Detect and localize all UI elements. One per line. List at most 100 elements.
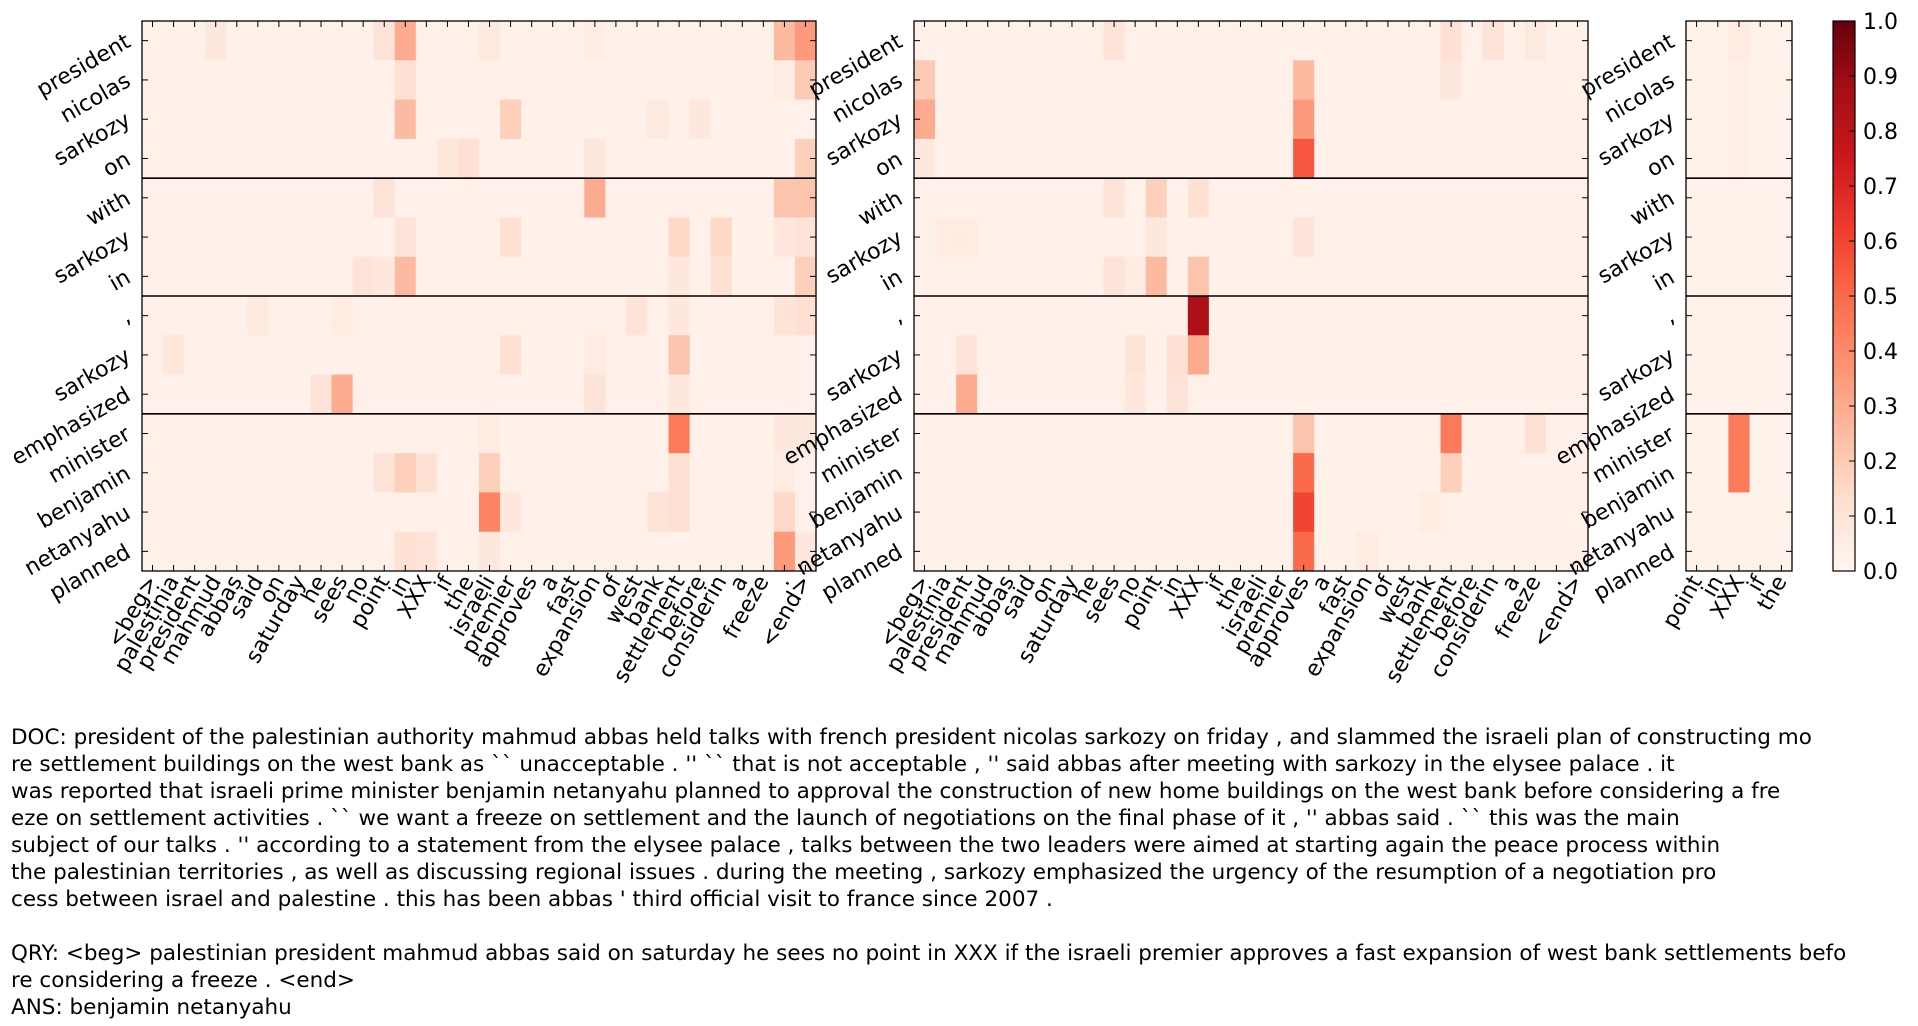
- heatmap-cell: [1187, 492, 1210, 533]
- heatmap-cell: [773, 99, 796, 140]
- heatmap-cell: [226, 492, 248, 533]
- heatmap-cell: [1482, 453, 1505, 493]
- heatmap-cell: [647, 296, 669, 336]
- heatmap-cell: [479, 138, 501, 179]
- heatmap-cell: [479, 413, 501, 454]
- heatmap-cell: [1356, 453, 1378, 493]
- heatmap-cell: [1545, 217, 1568, 258]
- heatmap-cell: [226, 531, 248, 572]
- heatmap-cell: [1728, 217, 1750, 258]
- heatmap-cell: [605, 138, 627, 179]
- heatmap-cell: [479, 178, 501, 218]
- heatmap-cell: [521, 531, 543, 572]
- heatmap-cell: [1482, 296, 1505, 336]
- heatmap-cell: [1019, 138, 1041, 179]
- heatmap-cell: [977, 99, 999, 140]
- heatmap-cell: [1124, 60, 1147, 100]
- heatmap-cell: [1419, 99, 1441, 140]
- heatmap-cell: [731, 217, 754, 258]
- heatmap-cell: [1124, 492, 1147, 533]
- heatmap-cell: [1335, 60, 1357, 100]
- heatmap-cell: [1545, 99, 1568, 140]
- heatmap-cell: [310, 413, 332, 454]
- heatmap-cell: [1356, 99, 1378, 140]
- heatmap-cell: [1398, 60, 1420, 100]
- heatmap-cell: [731, 99, 754, 140]
- heatmap-cell: [668, 178, 691, 218]
- heatmap-cell: [998, 374, 1020, 415]
- heatmap-cell: [998, 492, 1020, 533]
- heatmap-cell: [1419, 178, 1441, 218]
- heatmap-cell: [1440, 217, 1463, 258]
- heatmap-cell: [352, 217, 375, 258]
- heatmap-cell: [1187, 413, 1210, 454]
- heatmap-cell: [142, 256, 164, 297]
- heatmap-cell: [479, 99, 501, 140]
- heatmap-cell: [1440, 99, 1463, 140]
- heatmap-cell: [605, 217, 627, 258]
- heatmap-cell: [1461, 296, 1484, 336]
- colorbar-tick-label: 0.1: [1863, 505, 1898, 530]
- heatmap-cell: [226, 256, 248, 297]
- heatmap-cell: [542, 138, 564, 179]
- heatmap-cell: [184, 492, 206, 533]
- heatmap-cell: [794, 492, 817, 533]
- heatmap-cell: [352, 413, 375, 454]
- heatmap-cell: [935, 413, 957, 454]
- heatmap-cell: [415, 138, 438, 179]
- heatmap-cell: [773, 531, 796, 572]
- heatmap-cell: [1040, 178, 1062, 218]
- heatmap-cell: [1398, 374, 1420, 415]
- heatmap-cell: [647, 492, 669, 533]
- doc-line: was reported that israeli prime minister…: [11, 779, 1781, 804]
- heatmap-cell: [914, 21, 936, 61]
- heatmap-cell: [436, 178, 459, 218]
- heatmap-cell: [1545, 178, 1568, 218]
- heatmap-cell: [1482, 138, 1505, 179]
- heatmap-cell: [1061, 335, 1083, 375]
- heatmap-cell: [1314, 374, 1336, 415]
- heatmap-panel-2: presidentnicolassarkozyonwithsarkozyin,s…: [779, 20, 1589, 687]
- heatmap-cell: [1082, 374, 1104, 415]
- row-label: ,: [116, 304, 135, 329]
- heatmap-cell: [1398, 413, 1420, 454]
- heatmap-cell: [563, 335, 585, 375]
- heatmap-cell: [1082, 492, 1104, 533]
- heatmap-cell: [1208, 296, 1231, 336]
- heatmap-cell: [226, 138, 248, 179]
- heatmap-cell: [1124, 256, 1147, 297]
- heatmap-cell: [626, 256, 648, 297]
- heatmap-cell: [1335, 178, 1357, 218]
- heatmap-cell: [373, 178, 396, 218]
- heatmap-cell: [1356, 492, 1378, 533]
- heatmap-cell: [1440, 178, 1463, 218]
- heatmap-cell: [1040, 256, 1062, 297]
- heatmap-cell: [542, 374, 564, 415]
- heatmap-cell: [521, 296, 543, 336]
- heatmap-cell: [542, 335, 564, 375]
- heatmap-cell: [1187, 256, 1210, 297]
- heatmap-cell: [710, 335, 733, 375]
- heatmap-cell: [914, 531, 936, 572]
- heatmap-cell: [1482, 256, 1505, 297]
- heatmap-cell: [647, 217, 669, 258]
- heatmap-cell: [1251, 492, 1273, 533]
- heatmap-cell: [1019, 21, 1041, 61]
- heatmap-cell: [956, 492, 978, 533]
- heatmap-cell: [373, 531, 396, 572]
- heatmap-cell: [521, 178, 543, 218]
- heatmap-cell: [289, 21, 311, 61]
- heatmap-cell: [1229, 178, 1252, 218]
- heatmap-cell: [394, 296, 417, 336]
- heatmap-cell: [373, 374, 396, 415]
- heatmap-cell: [1166, 335, 1189, 375]
- heatmap-cell: [1019, 296, 1041, 336]
- heatmap-cell: [794, 178, 817, 218]
- heatmap-cell: [752, 492, 775, 533]
- heatmap-cell: [998, 178, 1020, 218]
- heatmap-cell: [1686, 492, 1708, 533]
- heatmap-cell: [268, 374, 290, 415]
- heatmap-cell: [1503, 531, 1526, 572]
- heatmap-cell: [1293, 335, 1315, 375]
- heatmap-cell: [247, 531, 269, 572]
